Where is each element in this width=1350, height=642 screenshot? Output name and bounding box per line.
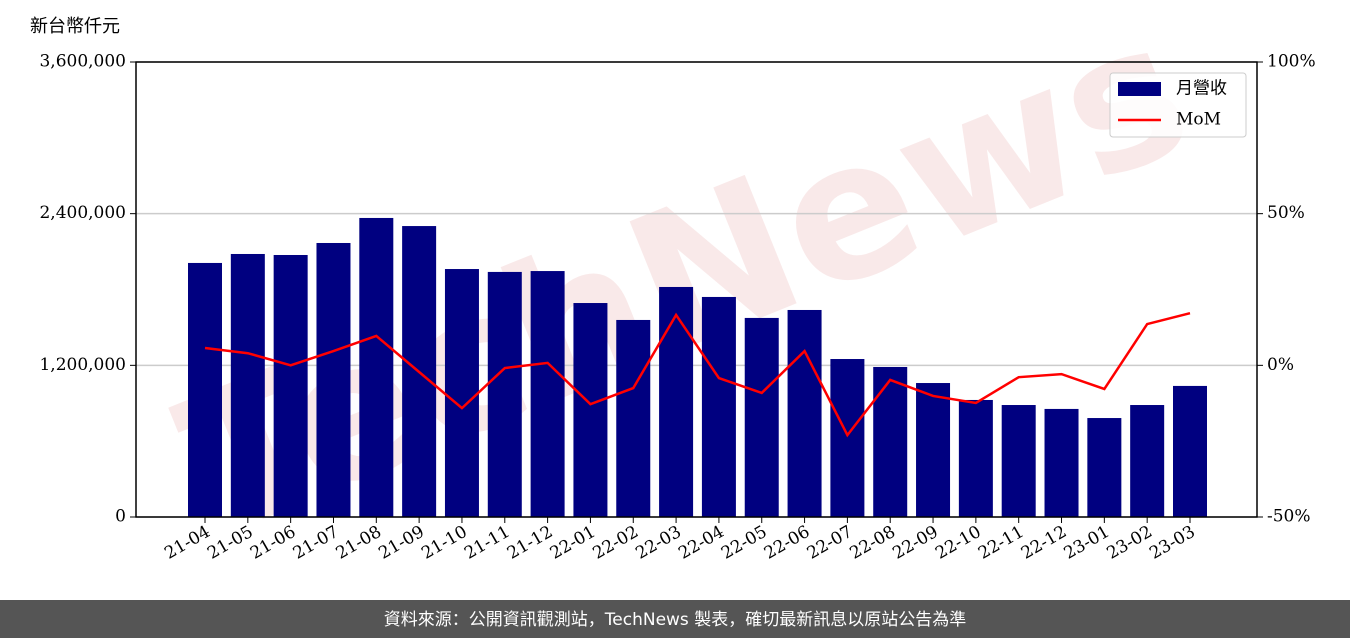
bar [573, 303, 608, 517]
y-tick-label: 1,200,000 [39, 355, 126, 375]
bar [916, 383, 951, 517]
legend-label: 月營收 [1176, 79, 1227, 99]
y2-tick-label: 100% [1267, 52, 1316, 72]
x-tick-label: 22-06 [761, 522, 813, 564]
y-tick-label: 2,400,000 [39, 203, 126, 223]
x-tick-label: 22-05 [718, 522, 770, 564]
x-tick-label: 22-11 [975, 522, 1027, 564]
legend-label: MoM [1176, 110, 1221, 130]
bar [230, 253, 265, 517]
y-tick-label: 0 [115, 507, 126, 527]
footer-bar [0, 600, 1350, 638]
y2-tick-label: -50% [1267, 507, 1311, 527]
x-tick-label: 22-07 [804, 522, 856, 564]
x-tick-label: 22-01 [547, 522, 599, 564]
x-tick-label: 21-04 [161, 522, 213, 564]
x-tick-label: 21-11 [461, 522, 513, 564]
bar [873, 366, 908, 517]
bar [273, 254, 308, 517]
bar [359, 217, 394, 518]
x-tick-label: 22-10 [932, 522, 984, 564]
bar [530, 271, 565, 517]
bar [444, 269, 479, 517]
bar [744, 317, 779, 517]
line [204, 311, 1191, 438]
y2-tick-label: 50% [1267, 203, 1305, 223]
bar [1044, 408, 1079, 517]
x-tick-label: 22-09 [889, 522, 941, 564]
x-tick-label: 21-12 [504, 522, 556, 564]
source-note: 資料來源：公開資訊觀測站，TechNews 製表，確切最新訊息以原站公告為準 [384, 610, 966, 630]
x-tick-label: 23-03 [1146, 522, 1198, 564]
bar [1087, 418, 1122, 517]
bar [830, 359, 865, 517]
bar [1173, 385, 1207, 517]
bar [1130, 405, 1165, 517]
x-tick-label: 23-02 [1103, 522, 1155, 564]
y-tick-label: 3,600,000 [39, 52, 126, 72]
bar [1001, 405, 1036, 517]
plot-frame [135, 61, 1258, 518]
x-tick-label: 23-01 [1061, 522, 1113, 564]
bar [316, 242, 351, 517]
bar [659, 286, 694, 517]
y2-tick-label: 0% [1267, 355, 1294, 375]
bar [616, 319, 651, 517]
x-tick-label: 22-08 [847, 522, 899, 564]
x-tick-label: 22-12 [1018, 522, 1070, 564]
x-tick-label: 21-10 [418, 522, 470, 564]
legend-swatch [1118, 82, 1161, 96]
x-tick-label: 22-02 [590, 522, 642, 564]
x-tick-label: 22-03 [632, 522, 684, 564]
x-tick-label: 21-09 [375, 522, 427, 564]
bar [701, 296, 736, 517]
bar [188, 262, 222, 517]
y-axis-label: 新台幣仟元 [30, 16, 120, 37]
bar [787, 309, 822, 517]
bar [487, 271, 522, 517]
x-tick-label: 22-04 [675, 522, 727, 564]
bar [958, 399, 993, 517]
